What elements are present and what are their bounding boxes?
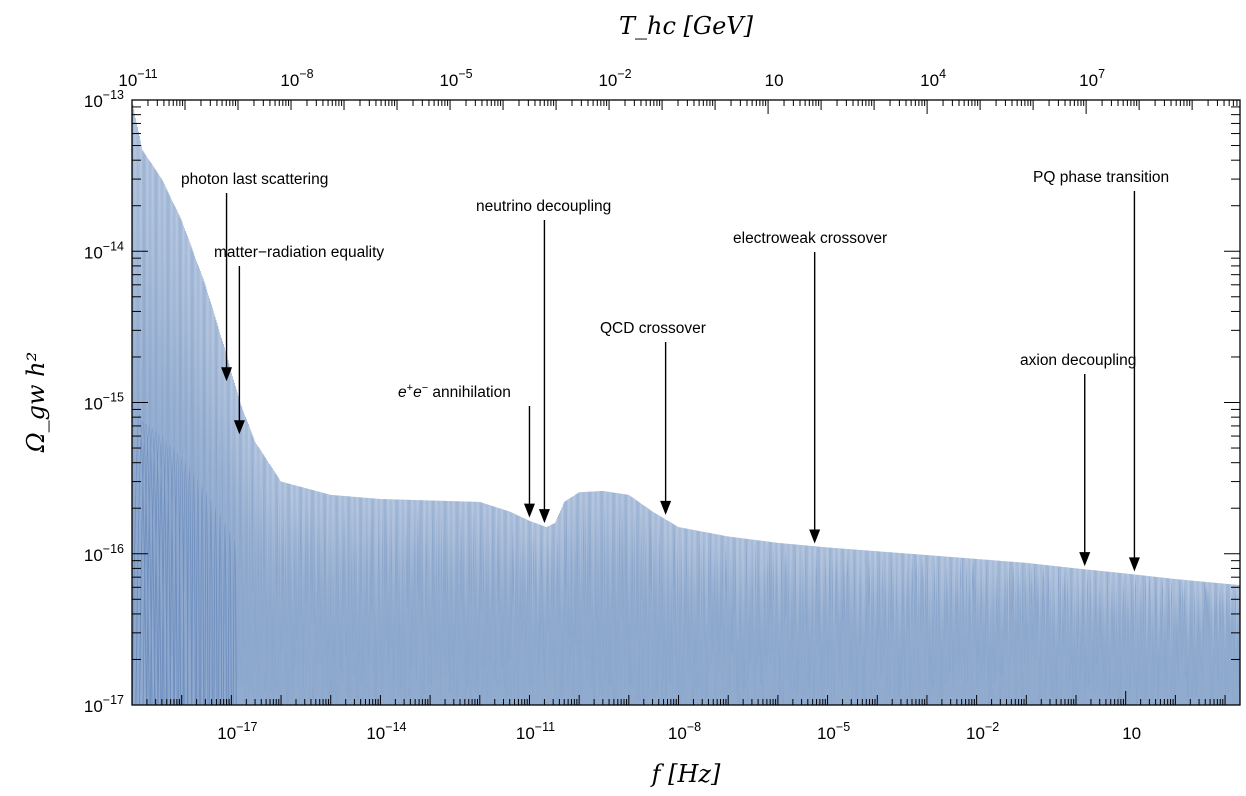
spectrum-lobe [165, 445, 175, 706]
spectrum-lobe [153, 434, 165, 706]
y-tick-label: 10−15 [84, 391, 124, 414]
annotation-arrow-head [233, 420, 245, 435]
tick-labels: 10−17 10−14 10−11 10−8 10−5 10−2 10 10−11 10−8 10… [84, 67, 1141, 743]
annotation-arrow-head [523, 503, 535, 518]
top-x-tick-label: 10−8 [280, 67, 313, 90]
spectrum-lobe [169, 449, 178, 706]
annotation-label: PQ phase transition [1033, 169, 1169, 186]
y-tick-label: 10−16 [84, 542, 124, 565]
y-tick-label: 10−13 [84, 88, 124, 111]
spectrum-lobe [191, 474, 196, 706]
spectrum-lobe [218, 515, 223, 706]
y-axis-title: Ω_gw h² [22, 352, 50, 454]
x-tick-label: 10−8 [668, 720, 701, 743]
x-tick-label: 10−2 [966, 720, 999, 743]
top-x-tick-label: 10 [765, 71, 784, 90]
spectrum-lobe [232, 540, 237, 706]
spectrum-lobe [227, 531, 232, 706]
top-x-tick-label: 10−11 [118, 67, 157, 90]
annotation-arrow-head [1079, 552, 1091, 567]
x-tick-label: 10−11 [516, 720, 555, 743]
spectrum-lobe [157, 437, 168, 706]
annotation-arrow-head [538, 509, 550, 524]
spectrum-lobe [135, 421, 150, 706]
annotation-label: matter−radiation equality [214, 244, 384, 261]
top-x-tick-label: 107 [1079, 67, 1105, 90]
spectrum-lobe [142, 426, 156, 706]
annotations: photon last scattering matter−radiation e… [181, 169, 1169, 572]
annotation-label: axion decoupling [1020, 352, 1136, 369]
annotation-label: neutrino decoupling [476, 198, 611, 215]
spectrum-lobe [146, 429, 159, 706]
spectrum-fill [131, 100, 1241, 706]
annotation-label: electroweak crossover [733, 230, 887, 247]
spectrum-lobe [182, 462, 189, 706]
x-tick-label: 10−5 [817, 720, 850, 743]
annotation-arrow-head [1128, 557, 1140, 572]
annotation-arrow-head [221, 367, 233, 382]
x-tick-label: 10−17 [217, 720, 257, 743]
top-x-tick-label: 10−2 [598, 67, 631, 90]
annotation-label: e+e− annihilation [398, 382, 511, 401]
annotation-arrow-head [660, 500, 672, 515]
spectrum-lobe [138, 424, 153, 706]
spectrum-lobe [195, 480, 200, 706]
spectrum-lobe [200, 485, 205, 706]
spectrum-lobe [208, 499, 213, 706]
y-tick-label: 10−17 [84, 693, 124, 716]
annotation-arrow-head [809, 529, 821, 544]
annotation-label: QCD crossover [600, 320, 706, 337]
spectrum-lobe [186, 468, 193, 706]
spectrum-series [131, 100, 1241, 706]
spectrum-lobe [222, 523, 227, 706]
plot-frame [131, 99, 1241, 706]
x-tick-label: 10 [1122, 724, 1141, 743]
x-axis-title: f [Hz] [650, 760, 721, 788]
annotation-label: photon last scattering [181, 171, 328, 188]
top-x-axis-title: T_hc [GeV] [619, 12, 754, 40]
top-x-tick-label: 10−5 [439, 67, 472, 90]
x-tick-label: 10−14 [366, 720, 406, 743]
top-x-tick-label: 104 [920, 67, 946, 90]
spectrum-lobe [213, 507, 218, 706]
spectrum-lobe [204, 492, 209, 706]
spectrum-lobe [161, 441, 172, 706]
y-tick-label: 10−14 [84, 239, 124, 262]
